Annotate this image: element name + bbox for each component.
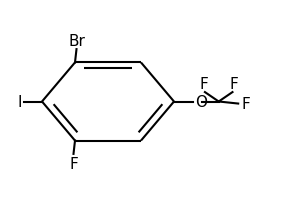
Text: F: F xyxy=(199,77,208,92)
Text: F: F xyxy=(69,156,78,171)
Text: F: F xyxy=(241,96,250,112)
Text: I: I xyxy=(18,94,22,110)
Text: F: F xyxy=(230,77,238,92)
Text: Br: Br xyxy=(68,33,85,48)
Text: O: O xyxy=(195,94,207,110)
